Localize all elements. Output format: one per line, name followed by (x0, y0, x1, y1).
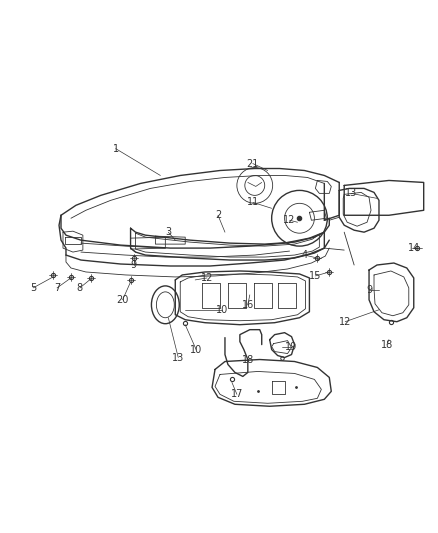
Text: 10: 10 (190, 344, 202, 354)
Text: 18: 18 (242, 354, 254, 365)
Text: 4: 4 (301, 250, 307, 260)
Text: 10: 10 (216, 305, 228, 315)
Text: 21: 21 (247, 158, 259, 168)
Text: 5: 5 (30, 283, 36, 293)
Text: 3: 3 (165, 227, 171, 237)
Text: 17: 17 (231, 389, 243, 399)
Text: 1: 1 (113, 143, 119, 154)
Text: 16: 16 (242, 300, 254, 310)
Text: 13: 13 (345, 188, 357, 198)
Text: 12: 12 (201, 273, 213, 283)
Text: 20: 20 (117, 295, 129, 305)
Text: 8: 8 (77, 283, 83, 293)
Text: 9: 9 (366, 285, 372, 295)
Text: 14: 14 (408, 243, 420, 253)
Text: 2: 2 (215, 210, 221, 220)
Text: 13: 13 (172, 352, 184, 362)
Text: 18: 18 (381, 340, 393, 350)
Text: 12: 12 (339, 317, 351, 327)
Text: 7: 7 (54, 283, 60, 293)
Text: 9: 9 (131, 260, 137, 270)
Text: 19: 19 (286, 342, 298, 352)
Text: 11: 11 (247, 197, 259, 207)
Text: 15: 15 (309, 271, 321, 281)
Text: 12: 12 (283, 215, 296, 225)
